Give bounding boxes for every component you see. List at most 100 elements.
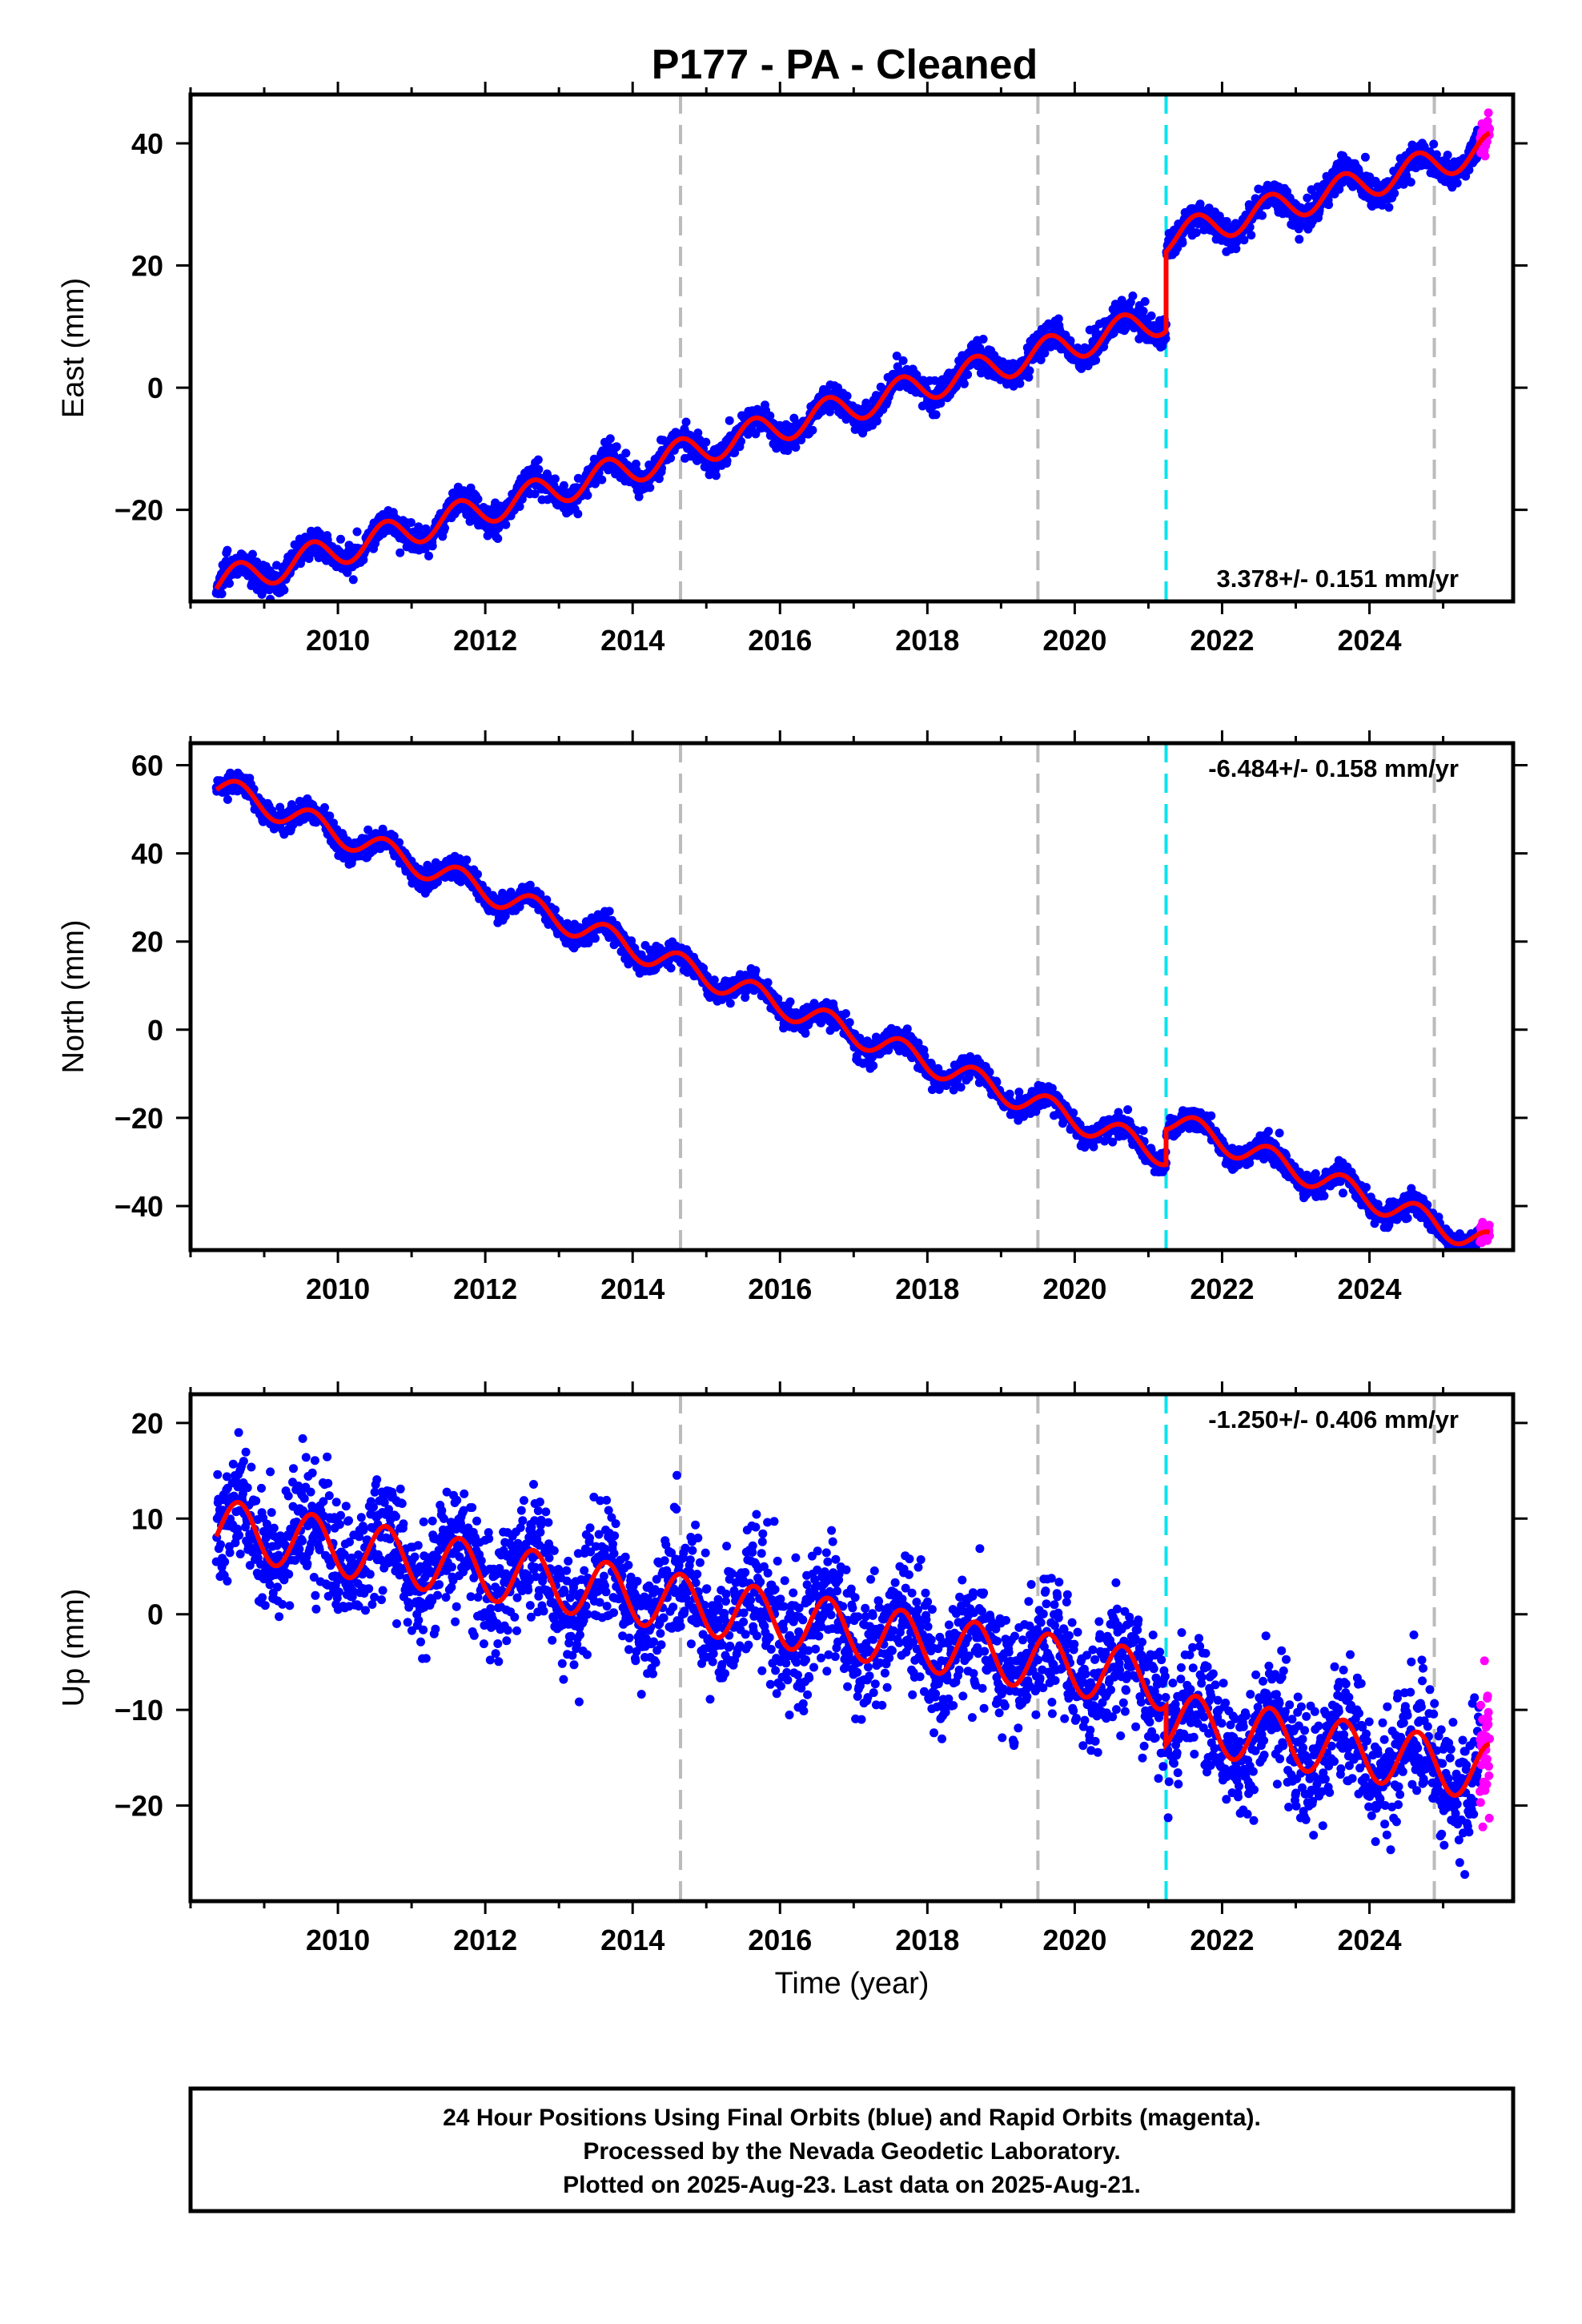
data-point	[956, 1083, 966, 1092]
series-final-orbits	[211, 768, 1485, 1250]
data-point	[1146, 311, 1156, 320]
data-point	[217, 589, 227, 598]
data-point	[1073, 343, 1082, 352]
data-point	[559, 480, 568, 490]
data-point	[225, 579, 234, 588]
data-point	[709, 975, 719, 985]
data-point	[898, 356, 908, 365]
data-point	[681, 417, 691, 427]
data-point	[1054, 314, 1063, 324]
data-point	[978, 335, 988, 344]
x-tick-label: 2012	[453, 624, 517, 657]
data-point	[1161, 334, 1170, 344]
data-point	[791, 443, 801, 452]
data-point	[765, 411, 775, 420]
data-point	[1015, 379, 1025, 388]
rate-label: 3.378+/- 0.151 mm/yr	[1217, 565, 1459, 593]
data-point	[462, 855, 472, 865]
data-point	[1178, 238, 1187, 247]
data-point	[424, 551, 433, 561]
data-point	[1258, 211, 1267, 220]
data-point	[693, 428, 703, 438]
data-point	[1429, 139, 1439, 149]
data-point	[959, 379, 969, 388]
data-point	[1484, 108, 1493, 118]
panel-north: 2010 2012 2014 2016 2018 2020 2022 2024−40−2002…	[57, 730, 1528, 1305]
data-point	[1091, 356, 1101, 365]
data-point	[1384, 203, 1394, 212]
data-point	[666, 963, 676, 973]
plot-frame-east	[188, 92, 1516, 604]
data-point	[1066, 336, 1075, 345]
data-point	[1024, 372, 1034, 382]
data-point	[751, 966, 761, 975]
data-point	[605, 434, 615, 444]
data-point	[841, 1009, 850, 1019]
data-point	[525, 880, 535, 890]
data-point	[583, 491, 592, 500]
y-tick-label: 40	[131, 127, 163, 160]
data-point	[763, 978, 773, 987]
data-point	[348, 575, 358, 585]
data-point	[406, 518, 416, 527]
data-point	[501, 520, 511, 529]
data-point	[1138, 307, 1148, 316]
data-point	[1485, 124, 1494, 134]
data-point	[1303, 193, 1312, 203]
data-point	[307, 526, 316, 536]
data-point	[597, 475, 607, 485]
data-point	[604, 907, 614, 916]
data-point	[1483, 116, 1492, 126]
y-tick-label: 0	[147, 372, 163, 404]
data-point	[1406, 178, 1415, 187]
data-point	[975, 344, 985, 353]
data-point	[1431, 150, 1441, 159]
data-point	[645, 483, 655, 493]
data-point	[550, 474, 560, 484]
data-point	[963, 370, 973, 380]
x-tick-label: 2018	[895, 624, 959, 657]
data-point	[320, 802, 329, 812]
data-point	[725, 416, 734, 425]
data-point	[420, 544, 430, 553]
data-point	[1128, 292, 1138, 300]
data-point	[1390, 188, 1399, 198]
x-tick-label: 2010	[306, 624, 370, 657]
data-point	[666, 453, 676, 463]
data-point	[1378, 200, 1387, 210]
data-point	[1443, 151, 1452, 160]
data-point	[1231, 244, 1241, 254]
data-point	[248, 549, 257, 559]
x-tick-label: 2014	[600, 624, 665, 657]
data-point	[612, 442, 621, 452]
data-point	[1239, 235, 1249, 245]
data-point	[533, 455, 543, 464]
data-point	[493, 534, 503, 543]
data-point	[705, 470, 714, 480]
data-point	[515, 502, 524, 511]
data-point	[725, 999, 735, 1008]
data-point	[428, 541, 437, 551]
data-point	[869, 1061, 878, 1071]
data-point	[1191, 228, 1201, 237]
data-point	[1040, 348, 1050, 358]
data-point	[279, 585, 289, 595]
data-point	[931, 410, 941, 420]
data-point	[530, 489, 540, 499]
data-point	[872, 416, 881, 426]
data-point	[573, 509, 583, 519]
data-point	[1247, 231, 1256, 240]
data-point	[223, 794, 232, 804]
y-tick-label: −20	[114, 494, 163, 527]
data-point	[352, 527, 362, 537]
data-point	[789, 413, 799, 423]
data-point	[590, 934, 600, 943]
data-point	[930, 376, 940, 385]
data-point	[336, 534, 345, 544]
data-point	[1452, 179, 1462, 188]
data-point	[1295, 235, 1304, 244]
data-point	[785, 997, 795, 1007]
data-point	[842, 392, 852, 400]
data-point	[722, 456, 732, 465]
data-point	[1464, 165, 1474, 175]
